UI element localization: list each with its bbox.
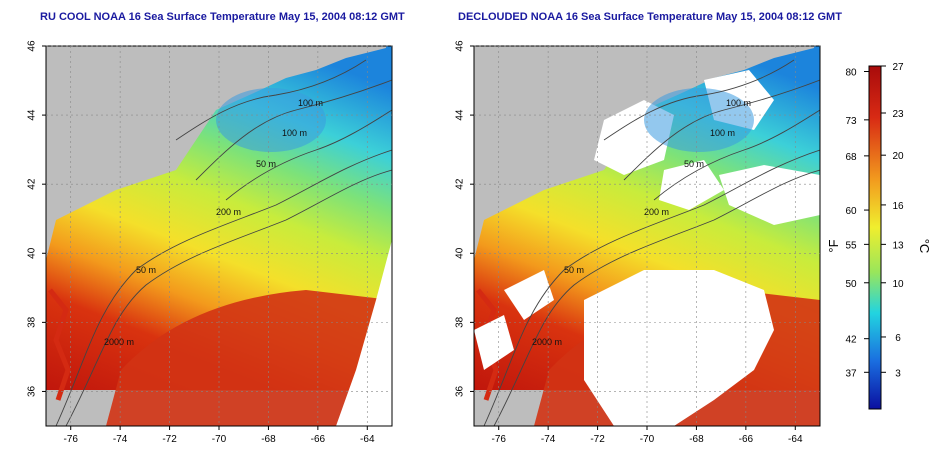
gulf-stream-warm-water bbox=[106, 290, 392, 426]
x-tick-label: -74 bbox=[541, 434, 556, 445]
x-tick-label: -68 bbox=[689, 434, 704, 445]
celsius-tick-label: 13 bbox=[892, 240, 904, 251]
y-tick-label: 36 bbox=[27, 385, 38, 397]
fahrenheit-tick-label: 60 bbox=[845, 206, 857, 217]
temperature-colorbar: °F °C 27 23 20 16 13 10 6 3 80 73 68 60 55 50 42 37 bbox=[826, 62, 932, 410]
cloud-mask bbox=[719, 165, 820, 225]
celsius-tick-label: 16 bbox=[892, 201, 904, 212]
contour-label: 2000 m bbox=[532, 337, 562, 347]
depth-contour bbox=[55, 149, 392, 426]
x-tick-label: -72 bbox=[162, 434, 177, 445]
northwest-land bbox=[46, 46, 183, 210]
fahrenheit-tick-label: 42 bbox=[845, 335, 857, 346]
y-tick-label: 40 bbox=[455, 247, 466, 259]
fahrenheit-tick-label: 73 bbox=[845, 116, 857, 127]
fahrenheit-label: °F bbox=[826, 239, 841, 252]
depth-contour bbox=[623, 79, 820, 181]
contour-label: 100 m bbox=[710, 128, 735, 138]
left-map-title: RU COOL NOAA 16 Sea Surface Temperature … bbox=[40, 11, 405, 23]
contour-label: 200 m bbox=[216, 207, 241, 217]
contour-label: 50 m bbox=[136, 265, 156, 275]
y-tick-label: 38 bbox=[27, 316, 38, 328]
x-tick-label: -64 bbox=[788, 434, 803, 445]
depth-contour bbox=[603, 59, 795, 141]
depth-contour bbox=[175, 59, 367, 141]
right-map-axes: -76 -74 -72 -70 -68 -66 -64 36 38 40 42 44 46 bbox=[455, 40, 820, 445]
celsius-tick-label: 6 bbox=[895, 333, 901, 344]
x-tick-label: -68 bbox=[261, 434, 276, 445]
depth-contour bbox=[195, 79, 392, 181]
y-tick-label: 38 bbox=[455, 316, 466, 328]
contour-label: 2000 m bbox=[104, 337, 134, 347]
northwest-land bbox=[474, 46, 611, 210]
celsius-label: °C bbox=[917, 239, 932, 254]
fahrenheit-tick-label: 68 bbox=[845, 152, 857, 163]
x-tick-label: -76 bbox=[491, 434, 506, 445]
y-tick-label: 42 bbox=[455, 178, 466, 190]
y-tick-label: 46 bbox=[455, 40, 466, 52]
celsius-tick-label: 27 bbox=[892, 62, 904, 73]
celsius-tick-label: 10 bbox=[892, 279, 904, 290]
no-data-area bbox=[336, 240, 392, 426]
contour-label: 50 m bbox=[564, 265, 584, 275]
x-tick-label: -66 bbox=[739, 434, 754, 445]
x-tick-label: -70 bbox=[212, 434, 227, 445]
cloud-mask bbox=[474, 315, 514, 370]
celsius-tick-label: 3 bbox=[895, 368, 901, 379]
cloud-mask bbox=[659, 160, 724, 210]
contour-label: 50 m bbox=[684, 159, 704, 169]
cloud-mask bbox=[584, 270, 774, 426]
x-tick-label: -76 bbox=[63, 434, 78, 445]
x-tick-label: -72 bbox=[590, 434, 605, 445]
y-tick-label: 46 bbox=[27, 40, 38, 52]
contour-label: 100 m bbox=[298, 98, 323, 108]
depth-contour bbox=[225, 109, 392, 201]
y-tick-label: 44 bbox=[455, 109, 466, 121]
x-tick-label: -70 bbox=[640, 434, 655, 445]
fahrenheit-tick-label: 55 bbox=[845, 240, 857, 251]
fahrenheit-tick-label: 80 bbox=[845, 67, 857, 78]
bay-inlet bbox=[48, 288, 71, 401]
y-tick-label: 40 bbox=[27, 247, 38, 259]
fahrenheit-tick-label: 50 bbox=[845, 279, 857, 290]
depth-contour bbox=[483, 149, 820, 426]
right-map-title: DECLOUDED NOAA 16 Sea Surface Temperatur… bbox=[458, 11, 842, 23]
left-map-axes: -76 -74 -72 -70 -68 -66 -64 36 38 40 42 44 46 bbox=[27, 40, 392, 445]
cloud-mask bbox=[504, 270, 554, 320]
contour-label: 100 m bbox=[282, 128, 307, 138]
y-tick-label: 44 bbox=[27, 109, 38, 121]
colorbar-gradient bbox=[868, 65, 882, 410]
celsius-tick-label: 23 bbox=[892, 109, 904, 120]
contour-label: 200 m bbox=[644, 207, 669, 217]
y-tick-label: 42 bbox=[27, 178, 38, 190]
celsius-tick-label: 20 bbox=[892, 151, 904, 162]
x-tick-label: -74 bbox=[113, 434, 128, 445]
contour-label: 50 m bbox=[256, 159, 276, 169]
x-tick-label: -66 bbox=[311, 434, 326, 445]
fahrenheit-tick-label: 37 bbox=[845, 368, 857, 379]
contour-label: 100 m bbox=[726, 98, 751, 108]
y-tick-label: 36 bbox=[455, 385, 466, 397]
depth-contour bbox=[653, 109, 820, 201]
x-tick-label: -64 bbox=[360, 434, 375, 445]
